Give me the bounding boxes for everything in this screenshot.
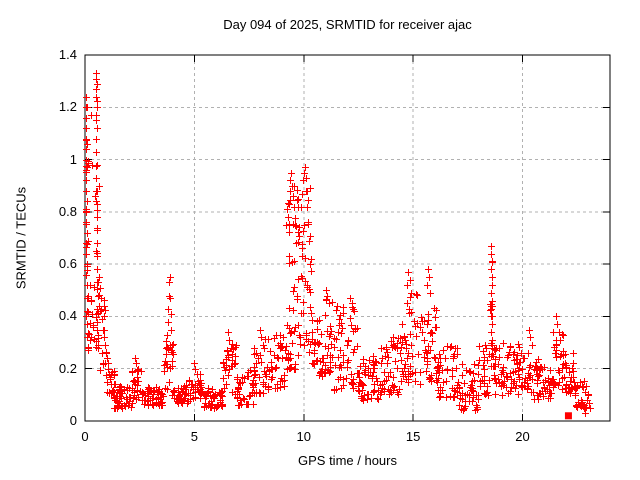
- scatter-points-layer: [83, 70, 594, 417]
- y-tick-label-1.4: 1.4: [58, 47, 77, 62]
- chart-title: Day 094 of 2025, SRMTID for receiver aja…: [223, 17, 472, 32]
- y-tick-label-0.8: 0.8: [58, 203, 77, 219]
- x-tick-label-5: 5: [190, 429, 198, 444]
- y-tick-label-0: 0: [69, 413, 77, 428]
- x-tick-label-0: 0: [81, 429, 89, 444]
- y-tick-label-1: 1: [69, 151, 77, 167]
- y-tick-label-0.6: 0.6: [58, 256, 77, 272]
- x-tick-label-10: 10: [296, 429, 311, 444]
- grid-lines: [85, 55, 610, 421]
- plot-border: [84, 54, 611, 422]
- filled-square-marker: [564, 412, 572, 420]
- x-tick-label-20: 20: [515, 429, 530, 444]
- x-tick-label-15: 15: [405, 429, 421, 444]
- y-tick-label-0.4: 0.4: [58, 308, 77, 324]
- y-tick-label-0.2: 0.2: [58, 360, 77, 376]
- x-axis-label: GPS time / hours: [298, 453, 397, 468]
- y-tick-label-1.2: 1.2: [58, 99, 77, 115]
- axis-ticks: [84, 54, 610, 422]
